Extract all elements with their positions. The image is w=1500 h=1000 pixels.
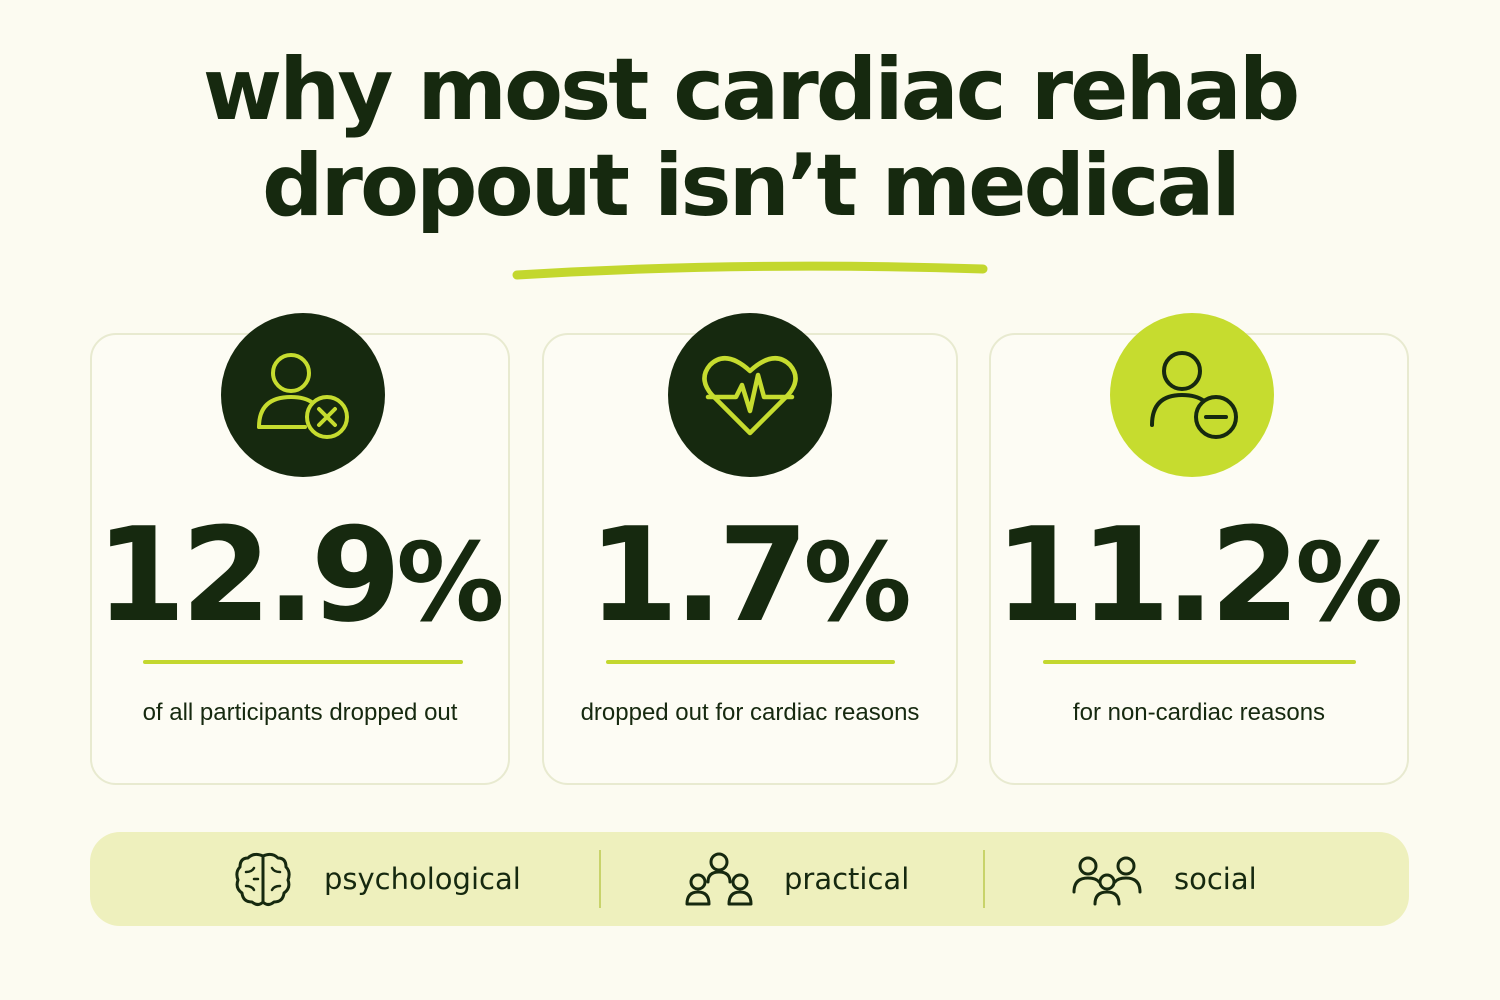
stat-value-cardiac: 1.7% — [542, 500, 958, 659]
category-practical: practical — [684, 846, 909, 912]
person-x-icon — [221, 313, 385, 477]
category-separator — [983, 850, 985, 908]
category-bar — [90, 832, 1409, 926]
title-underline — [512, 261, 988, 280]
stat-caption-all: of all participants dropped out — [142, 699, 458, 726]
divider — [606, 660, 895, 664]
category-label: psychological — [324, 862, 521, 896]
category-label: social — [1174, 862, 1257, 896]
category-social: social — [1070, 846, 1257, 912]
category-separator — [599, 850, 601, 908]
stat-value-non-cardiac: 11.2% — [989, 500, 1409, 659]
category-psychological: psychological — [232, 846, 521, 912]
category-label: practical — [784, 862, 910, 896]
stat-value-all: 12.9% — [90, 500, 510, 659]
person-minus-icon — [1110, 313, 1274, 477]
stat-caption-cardiac: dropped out for cardiac reasons — [580, 699, 920, 726]
brain-icon — [232, 848, 294, 910]
people-group-icon — [684, 848, 754, 910]
stat-number: 12.9 — [95, 499, 402, 651]
stat-unit: % — [1295, 521, 1404, 646]
stat-caption-non-cardiac: for non-cardiac reasons — [1072, 699, 1326, 726]
title-line-1: why most cardiac rehab — [202, 40, 1301, 140]
social-group-icon — [1070, 848, 1144, 910]
title-line-2: dropout isn’t medical — [261, 136, 1241, 236]
divider — [1043, 660, 1356, 664]
stat-unit: % — [396, 521, 505, 646]
stat-number: 1.7 — [588, 499, 808, 651]
stat-number: 11.2 — [994, 499, 1301, 651]
heart-pulse-icon — [668, 313, 832, 477]
divider — [143, 660, 463, 664]
page-title: why most cardiac rehab dropout isn’t med… — [0, 42, 1500, 234]
stat-unit: % — [803, 521, 912, 646]
